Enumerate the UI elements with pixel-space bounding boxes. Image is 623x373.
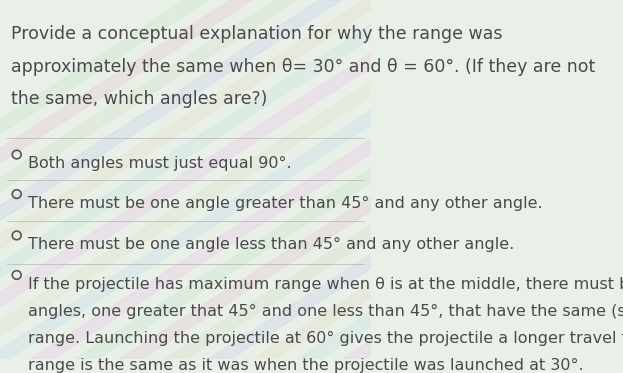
Polygon shape [0,0,520,360]
Polygon shape [0,0,341,360]
Polygon shape [0,0,475,360]
Polygon shape [0,0,252,360]
Text: There must be one angle greater than 45° and any other angle.: There must be one angle greater than 45°… [28,196,543,211]
Polygon shape [0,0,430,360]
Polygon shape [341,0,623,360]
Polygon shape [0,0,564,360]
Text: range. Launching the projectile at 60° gives the projectile a longer travel time: range. Launching the projectile at 60° g… [28,331,623,346]
Polygon shape [386,0,623,360]
Polygon shape [119,0,623,360]
Text: the same, which angles are?): the same, which angles are?) [11,90,267,108]
Polygon shape [0,0,386,360]
Text: range is the same as it was when the projectile was launched at 30°.: range is the same as it was when the pro… [28,358,584,373]
Polygon shape [564,0,623,360]
Text: Provide a conceptual explanation for why the range was: Provide a conceptual explanation for why… [11,25,503,43]
Polygon shape [520,0,623,360]
Text: Both angles must just equal 90°.: Both angles must just equal 90°. [28,156,292,171]
Polygon shape [297,0,623,360]
Polygon shape [609,0,623,360]
Polygon shape [208,0,623,360]
Polygon shape [163,0,623,360]
Polygon shape [252,0,623,360]
Text: If the projectile has maximum range when θ is at the middle, there must be two: If the projectile has maximum range when… [28,277,623,292]
Polygon shape [430,0,623,360]
Polygon shape [30,0,609,360]
Text: angles, one greater that 45° and one less than 45°, that have the same (shorter): angles, one greater that 45° and one les… [28,304,623,319]
Text: approximately the same when θ= 30° and θ = 60°. (If they are not: approximately the same when θ= 30° and θ… [11,57,596,75]
Polygon shape [475,0,623,360]
Polygon shape [0,0,297,360]
Polygon shape [0,0,208,360]
Polygon shape [74,0,623,360]
Text: There must be one angle less than 45° and any other angle.: There must be one angle less than 45° an… [28,237,514,252]
